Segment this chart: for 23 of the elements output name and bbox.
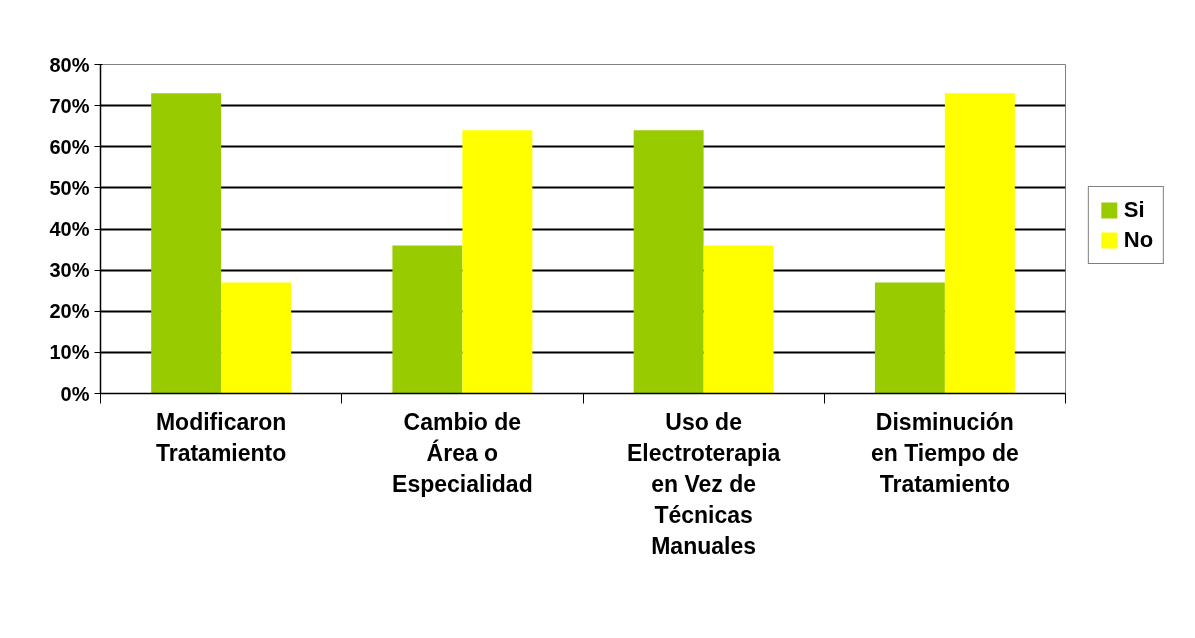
x-tick-label: Disminución en Tiempo de Tratamiento — [870, 408, 1019, 497]
x-tick-label: Modificaron Tratamiento — [155, 408, 287, 466]
x-tick-label: Uso de Electroterapia en Vez de Técnicas Manuales — [626, 408, 781, 560]
bar — [151, 93, 222, 394]
legend-label: Si — [1123, 197, 1145, 223]
bar — [703, 245, 774, 394]
y-tick-label: 40% — [49, 218, 90, 240]
legend-label: No — [1123, 227, 1154, 253]
bar — [633, 130, 704, 394]
y-tick-label: 20% — [49, 300, 90, 323]
y-tick-label: 10% — [49, 341, 90, 364]
y-tick-label: 70% — [49, 94, 90, 117]
bar — [874, 282, 945, 394]
bar — [221, 282, 292, 394]
bar — [392, 245, 463, 394]
bar — [462, 130, 533, 394]
x-tick-label: Cambio de Área o Especialidad — [392, 408, 533, 497]
y-tick-label: 50% — [49, 176, 90, 199]
y-tick-label: 60% — [49, 135, 90, 158]
y-tick-label: 30% — [49, 259, 90, 282]
bar — [944, 93, 1015, 394]
y-tick-label: 80% — [49, 53, 90, 76]
y-tick-label: 0% — [60, 382, 90, 405]
